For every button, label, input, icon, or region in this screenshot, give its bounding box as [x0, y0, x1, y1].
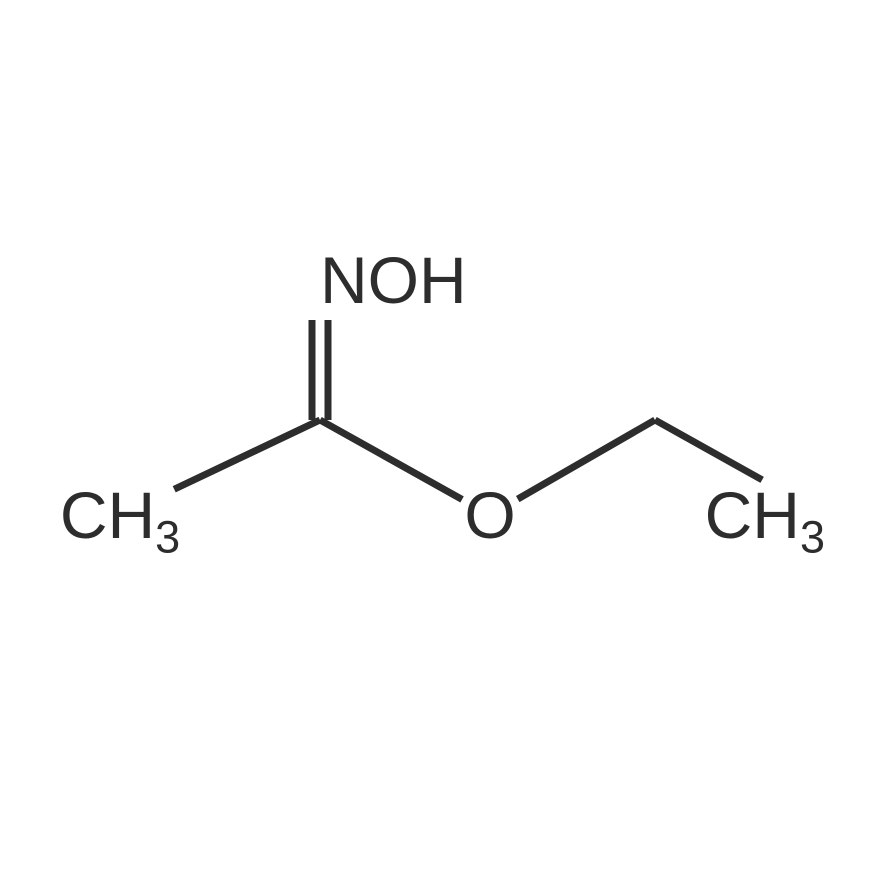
molecule-diagram: CH3NOHOCH3	[0, 0, 890, 890]
atom-label-O_bottom: O	[464, 478, 515, 552]
background	[0, 0, 890, 890]
atom-label-N_top: NOH	[320, 243, 467, 317]
